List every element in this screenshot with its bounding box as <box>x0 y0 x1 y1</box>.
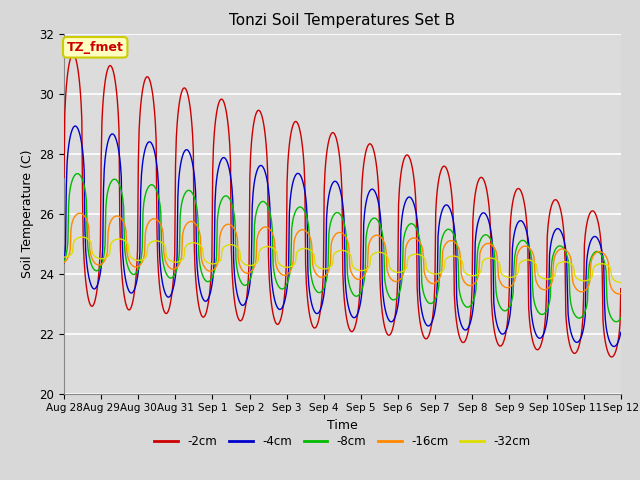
Y-axis label: Soil Temperature (C): Soil Temperature (C) <box>20 149 34 278</box>
Title: Tonzi Soil Temperatures Set B: Tonzi Soil Temperatures Set B <box>229 13 456 28</box>
Text: TZ_fmet: TZ_fmet <box>67 41 124 54</box>
Legend: -2cm, -4cm, -8cm, -16cm, -32cm: -2cm, -4cm, -8cm, -16cm, -32cm <box>150 430 535 453</box>
X-axis label: Time: Time <box>327 419 358 432</box>
